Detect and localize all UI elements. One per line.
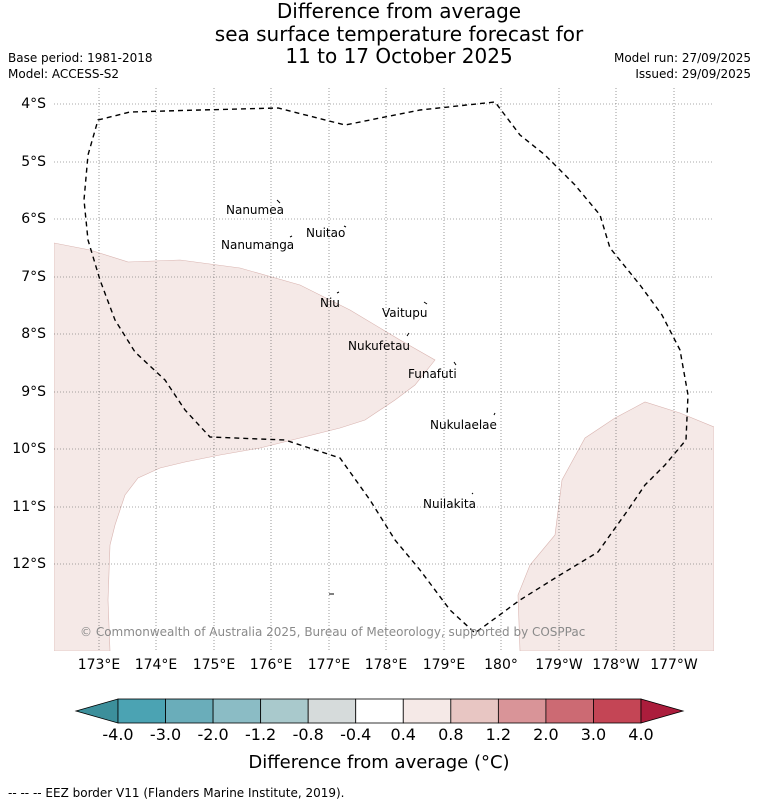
colorbar-cell [497, 698, 547, 724]
colorbar-cell [450, 698, 499, 724]
island-label-nuilakita: Nuilakita [423, 497, 476, 511]
copyright: © Commonwealth of Australia 2025, Bureau… [80, 625, 585, 639]
colorbar-cell [593, 698, 642, 724]
colorbar-tick-label: 2.0 [533, 725, 559, 744]
colorbar-cell [402, 698, 452, 724]
island-label-niu: Niu [320, 296, 340, 310]
colorbar-cell [307, 698, 357, 724]
title-line-3: 11 to 17 October 2025 [285, 44, 513, 68]
lon-label-179e: 179°E [422, 657, 466, 673]
base-period: Base period: 1981-2018 [8, 51, 153, 65]
colorbar-extend-high [640, 698, 685, 724]
lon-label-177w: 177°W [650, 657, 698, 673]
model-name: Model: ACCESS-S2 [8, 67, 120, 81]
title-line-1: Difference from average [276, 0, 522, 23]
lat-label-10s: 10°S [12, 441, 46, 457]
colorbar-cell [545, 698, 594, 724]
island-label-nuitao: Nuitao [306, 226, 345, 240]
issued-date: Issued: 29/09/2025 [635, 67, 751, 81]
lon-label-178e: 178°E [364, 657, 408, 673]
island-labels: Nanumea Nuitao Nanumanga Niu Vaitupu Nuk… [221, 203, 497, 511]
island-label-nanumea: Nanumea [226, 203, 284, 217]
title-line-2: sea surface temperature forecast for [214, 22, 584, 46]
lat-label-8s: 8°S [21, 326, 46, 342]
colorbar-tick-label: 1.2 [485, 725, 512, 744]
island-label-vaitupu: Vaitupu [382, 306, 428, 320]
lat-label-9s: 9°S [21, 384, 46, 400]
colorbar-tick-label: -1.2 [245, 725, 277, 744]
colorbar [74, 698, 685, 724]
colorbar-tick-label: 3.0 [580, 725, 607, 744]
lat-label-7s: 7°S [21, 269, 46, 285]
colorbar-tick-label: -0.4 [340, 725, 372, 744]
island-label-nanumanga: Nanumanga [221, 238, 294, 252]
lon-label-176e: 176°E [249, 657, 293, 673]
lon-label-173e: 173°E [77, 657, 121, 673]
lon-label-178w: 178°W [592, 657, 640, 673]
eez-legend-note: -- -- -- EEZ border V11 (Flanders Marine… [8, 786, 345, 800]
island-marks [276, 199, 496, 595]
lon-label-174e: 174°E [134, 657, 178, 673]
colorbar-title: Difference from average (°C) [248, 752, 510, 773]
colorbar-cell [212, 698, 262, 724]
lon-label-177e: 177°E [307, 657, 351, 673]
island-label-nukufetau: Nukufetau [348, 339, 410, 353]
colorbar-tick-label: 4.0 [628, 725, 654, 744]
colorbar-tick-label: -2.0 [197, 725, 229, 744]
colorbar-cell [355, 698, 404, 724]
colorbar-cell [117, 698, 166, 724]
colorbar-tick-label: -3.0 [149, 725, 182, 744]
lat-label-4s: 4°S [21, 96, 46, 112]
lon-label-180: 180° [484, 657, 518, 673]
anomaly-region-west [54, 242, 436, 651]
colorbar-cell [165, 698, 214, 724]
colorbar-tick-label: 0.4 [390, 725, 416, 744]
lat-label-5s: 5°S [21, 154, 46, 170]
island-label-funafuti: Funafuti [408, 367, 457, 381]
lon-label-175e: 175°E [192, 657, 236, 673]
lat-label-12s: 12°S [12, 556, 46, 572]
model-run: Model run: 27/09/2025 [613, 51, 751, 65]
colorbar-cell [260, 698, 309, 724]
lat-label-11s: 11°S [12, 499, 46, 515]
lon-label-179w: 179°W [535, 657, 583, 673]
colorbar-extend-low [74, 698, 119, 724]
gridlines [54, 88, 714, 651]
colorbar-tick-label: 0.8 [438, 725, 464, 744]
island-label-nukulaelae: Nukulaelae [430, 418, 497, 432]
colorbar-tick-label: -0.8 [292, 725, 324, 744]
lat-label-6s: 6°S [21, 211, 46, 227]
colorbar-tick-label: -4.0 [102, 725, 134, 744]
